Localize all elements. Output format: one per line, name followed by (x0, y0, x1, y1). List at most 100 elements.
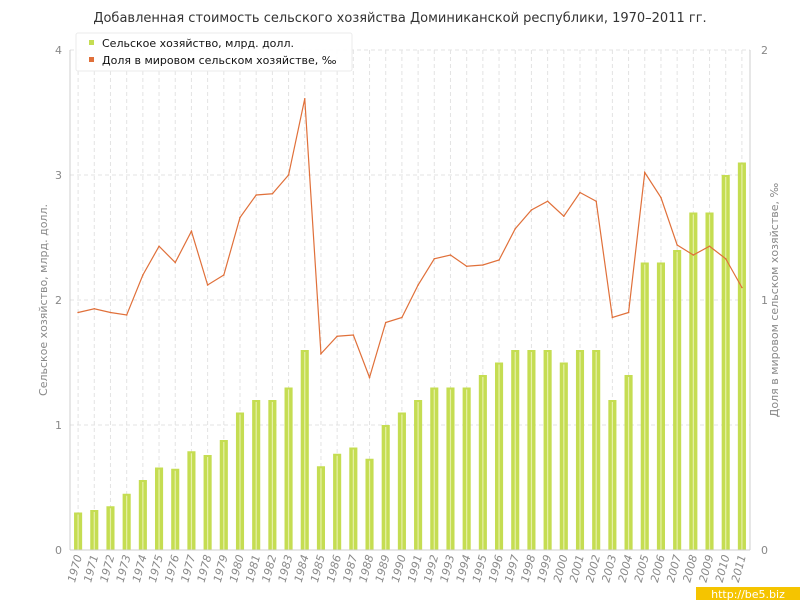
bar-highlight (352, 449, 354, 550)
bar-highlight (725, 177, 727, 550)
bars (74, 162, 746, 550)
share-point (303, 97, 306, 100)
bar-highlight (271, 402, 273, 550)
share-point (206, 284, 209, 286)
bar-highlight (385, 427, 387, 550)
y-tick-right: 2 (761, 44, 768, 57)
share-point (546, 200, 549, 203)
share-point (255, 194, 257, 196)
bar-highlight (126, 495, 128, 550)
bar-highlight (611, 402, 613, 550)
bar (365, 458, 374, 550)
share-point (741, 286, 743, 289)
bar (430, 387, 439, 550)
bar-highlight (77, 514, 79, 550)
y-axis-left-label: Сельское хозяйство, млрд. долл. (37, 204, 50, 396)
bar (187, 451, 196, 550)
bar-highlight (417, 402, 419, 550)
share-point (77, 311, 79, 314)
bar (333, 453, 342, 550)
share-point (482, 264, 484, 266)
bar (737, 162, 746, 550)
bar (414, 400, 423, 550)
watermark[interactable]: http://be5.biz (696, 587, 800, 600)
bar (74, 512, 83, 550)
bar-highlight (255, 402, 257, 550)
bar-highlight (401, 414, 403, 550)
bar-highlight (530, 352, 533, 550)
bar-highlight (368, 460, 371, 550)
share-point (174, 261, 177, 264)
bar (462, 387, 471, 550)
legend-label-value: Сельское хозяйство, млрд. долл. (102, 37, 294, 50)
share-point (595, 200, 597, 203)
share-line (77, 98, 743, 380)
bar (138, 480, 147, 550)
y-tick-left: 3 (55, 169, 62, 182)
bar-highlight (595, 352, 597, 550)
bar (252, 400, 261, 550)
bar-highlight (142, 482, 144, 550)
y-tick-left: 0 (55, 544, 62, 557)
share-point (660, 196, 662, 199)
bar (235, 412, 245, 550)
bar (705, 212, 714, 550)
share-point (417, 284, 419, 286)
bar-highlight (692, 214, 694, 550)
share-point (530, 209, 533, 211)
share-point (142, 274, 144, 276)
y-tick-left: 4 (55, 44, 62, 57)
share-point (368, 376, 371, 379)
bar (511, 350, 520, 550)
bar-highlight (190, 453, 193, 550)
share-point (643, 171, 646, 174)
y-tick-left: 2 (55, 294, 62, 307)
bar-highlight (741, 164, 743, 550)
share-point (676, 244, 678, 246)
share-point (158, 245, 160, 248)
bar-highlight (449, 389, 452, 550)
share-point (109, 311, 112, 314)
share-point (239, 216, 241, 219)
bar-highlight (174, 470, 176, 550)
bar-highlight (466, 389, 468, 550)
bar (592, 350, 601, 550)
bar (673, 250, 682, 550)
bar (527, 350, 536, 550)
share-point (401, 316, 403, 319)
share-point (579, 191, 581, 194)
bar (559, 362, 568, 550)
bar (300, 350, 309, 550)
bar-highlight (482, 377, 484, 550)
bar (689, 212, 698, 550)
share-point (627, 311, 630, 314)
bar (624, 375, 633, 550)
bar-highlight (304, 352, 306, 550)
chart-title: Добавленная стоимость сельского хозяйств… (93, 11, 706, 26)
watermark-text[interactable]: http://be5.biz (711, 588, 785, 600)
share-point (708, 245, 711, 248)
bar-highlight (336, 455, 338, 550)
bar (575, 350, 585, 550)
bar-highlight (207, 457, 209, 550)
bar-highlight (239, 414, 241, 550)
bar (381, 425, 390, 550)
bar-highlight (563, 364, 565, 550)
share-point (287, 174, 290, 176)
bar (316, 466, 325, 550)
share-point (384, 321, 387, 324)
bar-highlight (579, 352, 581, 550)
legend: Сельское хозяйство, млрд. долл. Доля в м… (75, 32, 353, 72)
bar (90, 510, 99, 550)
legend-label-share: Доля в мировом сельском хозяйстве, ‰ (102, 54, 337, 67)
share-point (352, 334, 355, 336)
bar (155, 467, 164, 550)
share-point (724, 257, 727, 260)
bar (608, 400, 617, 550)
share-point (190, 230, 193, 233)
legend-swatch-share (89, 57, 94, 62)
bar (122, 493, 131, 550)
share-point (465, 265, 468, 268)
share-point (223, 274, 225, 276)
